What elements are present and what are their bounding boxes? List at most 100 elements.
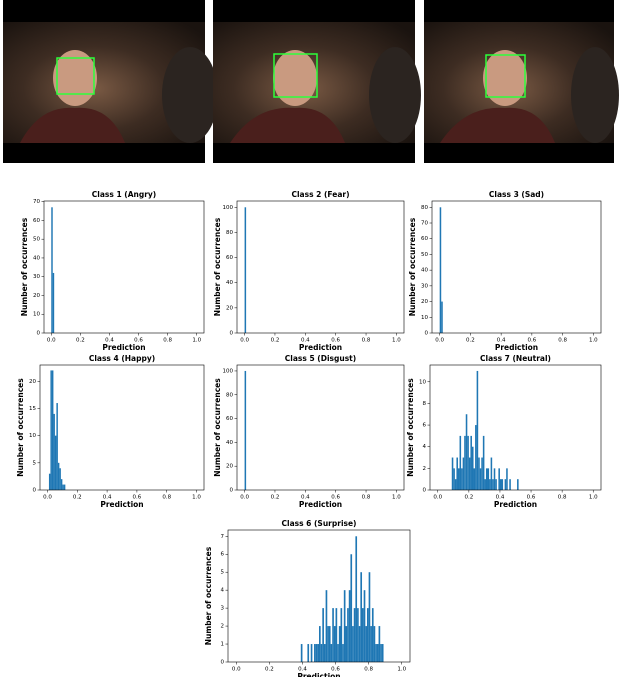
x-tick-label: 0.2 <box>73 495 82 501</box>
y-axis-label: Number of occurrences <box>213 378 222 477</box>
y-axis-label: Number of occurrences <box>406 378 415 477</box>
histogram-bar <box>481 457 483 490</box>
histogram-bar <box>493 468 496 490</box>
histogram-bar <box>342 644 344 662</box>
histogram-bar <box>517 479 519 490</box>
y-tick-label: 60 <box>33 218 40 224</box>
frame-3 <box>424 0 619 163</box>
chart: 0.0 0.2 0.4 0.6 0.8 1.0 0 20 40 60 80 100 Class 2 (F… <box>213 190 405 352</box>
histogram-bar <box>59 468 61 490</box>
x-tick-label: 0.0 <box>240 338 249 344</box>
plot-frame <box>429 364 602 491</box>
histogram-bar <box>335 608 338 662</box>
y-axis-label: Number of occurrences <box>20 217 29 316</box>
x-tick-label: 0.0 <box>47 338 56 344</box>
chart: 0.0 0.2 0.4 0.6 0.8 1.0 0 5 10 15 20 Class 4 (Happy… <box>16 354 205 509</box>
histogram-bar <box>375 644 377 662</box>
histogram-bar <box>378 626 381 662</box>
histogram-bar <box>317 644 319 662</box>
chart-title: Class 4 (Happy) <box>89 354 155 363</box>
histogram-bar <box>362 608 364 662</box>
x-tick-label: 0.4 <box>496 495 505 501</box>
y-tick-label: 40 <box>33 255 40 261</box>
y-tick-label: 80 <box>226 392 233 398</box>
y-axis-label: Number of occurrences <box>16 378 25 477</box>
chart: 0.0 0.2 0.4 0.6 0.8 1.0 0 1 2 3 4 5 6 7 Class 6 (Surpr… <box>204 519 411 677</box>
histogram-bar <box>315 644 318 662</box>
histogram-bar <box>52 272 55 333</box>
chart: 0.0 0.2 0.4 0.6 0.8 1.0 0 10 20 30 40 50 60 70 Class 1… <box>20 190 205 352</box>
chart: 0.0 0.2 0.4 0.6 0.8 1.0 0 10 20 30 40 50 60 70 80 Class… <box>408 190 602 352</box>
x-tick-label: 0.4 <box>497 338 506 344</box>
x-tick-label: 0.2 <box>271 495 280 501</box>
histogram-bar <box>50 370 52 490</box>
histogram-bar <box>439 207 442 333</box>
y-tick-label: 70 <box>33 199 40 205</box>
x-tick-label: 0.2 <box>265 667 274 673</box>
chart: 0.0 0.2 0.4 0.6 0.8 1.0 0 20 40 60 80 100 Class 5 (D… <box>213 354 405 509</box>
y-tick-label: 6 <box>221 552 225 558</box>
x-tick-label: 0.0 <box>43 495 52 501</box>
histogram-bar <box>462 457 465 490</box>
y-tick-label: 30 <box>421 283 428 289</box>
histogram-bar <box>350 554 353 662</box>
chart-title: Class 6 (Surprise) <box>282 519 357 528</box>
y-tick-label: 7 <box>221 534 225 540</box>
y-tick-label: 6 <box>423 423 427 429</box>
y-tick-label: 100 <box>223 205 234 211</box>
plot-frame <box>236 200 405 334</box>
plot-area <box>432 201 601 333</box>
histogram-bar <box>357 608 359 662</box>
histogram-bar <box>244 370 247 490</box>
y-tick-label: 0 <box>230 331 234 337</box>
histogram-bar <box>479 468 482 490</box>
y-axis-label: Number of occurrences <box>408 217 417 316</box>
histogram-bar <box>487 468 490 490</box>
histogram-bar <box>473 468 476 490</box>
y-tick-label: 50 <box>421 252 428 258</box>
plot-area <box>44 201 204 333</box>
y-tick-label: 80 <box>421 205 428 211</box>
histogram-bar <box>368 572 371 662</box>
histogram-bar <box>441 301 443 333</box>
y-tick-label: 60 <box>421 236 428 242</box>
y-tick-label: 10 <box>33 312 40 318</box>
histogram-bar <box>489 479 491 490</box>
y-tick-label: 20 <box>226 305 233 311</box>
y-tick-label: 0 <box>423 488 427 494</box>
histogram-bar <box>48 473 51 490</box>
x-tick-label: 0.8 <box>162 495 171 501</box>
histogram-bar <box>453 468 455 490</box>
histogram-bar <box>495 479 497 490</box>
x-tick-label: 0.8 <box>362 495 371 501</box>
histogram-bar <box>57 462 60 490</box>
y-tick-label: 15 <box>29 406 36 412</box>
histogram-bar <box>470 435 472 490</box>
histogram-bar <box>471 446 474 490</box>
histogram-bar <box>314 644 316 662</box>
x-tick-label: 0.0 <box>232 667 241 673</box>
plot-frame <box>43 200 205 334</box>
histogram-bar <box>322 608 324 662</box>
histogram-bar <box>360 572 363 662</box>
x-tick-label: 0.6 <box>133 495 142 501</box>
x-axis-label: Prediction <box>299 500 342 509</box>
histogram-bar <box>343 590 346 662</box>
histogram-bar <box>366 608 369 662</box>
x-tick-label: 1.0 <box>392 495 401 501</box>
x-axis-label: Prediction <box>100 500 143 509</box>
y-tick-label: 20 <box>33 293 40 299</box>
histogram-bar <box>485 468 488 490</box>
x-tick-label: 0.6 <box>527 495 536 501</box>
y-tick-label: 0 <box>425 331 429 337</box>
y-tick-label: 10 <box>419 379 426 385</box>
y-tick-label: 70 <box>421 221 428 227</box>
x-tick-label: 0.6 <box>527 338 536 344</box>
frame-1 <box>3 0 218 163</box>
histogram-bar <box>355 536 358 662</box>
histogram-bar <box>370 626 372 662</box>
x-tick-label: 1.0 <box>397 667 406 673</box>
chart-title: Class 2 (Fear) <box>291 190 349 199</box>
histogram-bar <box>478 457 480 490</box>
